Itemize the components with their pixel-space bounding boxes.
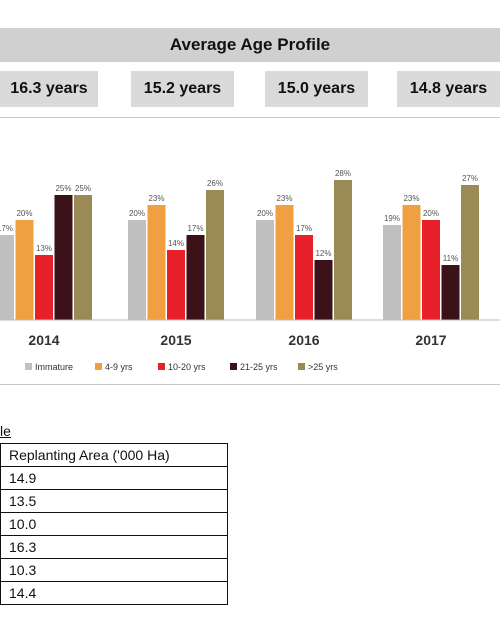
table-caption: le bbox=[0, 423, 11, 439]
table-cell: 10.3 bbox=[0, 558, 228, 582]
bar-value-label: 23% bbox=[148, 194, 164, 203]
bar-value-label: 20% bbox=[129, 209, 145, 218]
legend-entry-label: 21-25 yrs bbox=[240, 362, 278, 372]
bar-value-label: 28% bbox=[335, 169, 351, 178]
age-profile-bar-chart: 17%20%13%25%25%20%23%14%17%26%20%23%17%1… bbox=[0, 169, 500, 372]
age-box-2014: 16.3 years bbox=[0, 71, 98, 107]
bar-2017-immature bbox=[383, 225, 401, 320]
bar-value-label: 13% bbox=[36, 244, 52, 253]
legend-entry-label: >25 yrs bbox=[308, 362, 338, 372]
x-tick-label-2015: 2015 bbox=[160, 332, 191, 348]
legend-swatch bbox=[158, 363, 165, 370]
bar-2015-4-9-yrs bbox=[147, 205, 166, 320]
bar-2017-4-9-yrs bbox=[402, 205, 421, 320]
bar-2016-10-20-yrs bbox=[295, 235, 313, 320]
bar-2017-21-25-yrs bbox=[441, 265, 460, 320]
legend-entry-label: 10-20 yrs bbox=[168, 362, 206, 372]
table-row: 16.3 bbox=[0, 535, 228, 559]
x-tick-label-2016: 2016 bbox=[288, 332, 319, 348]
bar-value-label: 20% bbox=[423, 209, 439, 218]
bar-2014-4-9-yrs bbox=[15, 220, 34, 320]
bar-value-label: 25% bbox=[75, 184, 91, 193]
table-row: Replanting Area ('000 Ha) bbox=[0, 443, 228, 467]
replanting-area-table: Replanting Area ('000 Ha) 14.9 13.5 10.0… bbox=[0, 443, 228, 605]
table-row: 10.0 bbox=[0, 512, 228, 536]
bar-2014-10-20-yrs bbox=[35, 255, 53, 320]
bar-value-label: 14% bbox=[168, 239, 184, 248]
bar-2015-10-20-yrs bbox=[167, 250, 185, 320]
x-tick-labels: 2014 2015 2016 2017 bbox=[28, 332, 446, 348]
legend-swatch bbox=[230, 363, 237, 370]
bar-value-label: 27% bbox=[462, 174, 478, 183]
bar-value-label: 20% bbox=[257, 209, 273, 218]
bar-2017--25-yrs bbox=[461, 185, 479, 320]
age-box-2016: 15.0 years bbox=[265, 71, 368, 107]
section-divider bbox=[0, 117, 500, 118]
table-row: 13.5 bbox=[0, 489, 228, 513]
bar-value-label: 19% bbox=[384, 214, 400, 223]
x-tick-label-2017: 2017 bbox=[415, 332, 446, 348]
bar-value-label: 11% bbox=[443, 254, 458, 263]
age-box-2017: 14.8 years bbox=[397, 71, 500, 107]
bar-marks bbox=[0, 180, 479, 320]
table-header-cell: Replanting Area ('000 Ha) bbox=[0, 443, 228, 467]
bar-2014--25-yrs bbox=[74, 195, 92, 320]
legend-swatch bbox=[298, 363, 305, 370]
bar-2016--25-yrs bbox=[334, 180, 352, 320]
bar-value-labels: 17%20%13%25%25%20%23%14%17%26%20%23%17%1… bbox=[0, 169, 478, 263]
table-row: 14.9 bbox=[0, 466, 228, 490]
bar-value-label: 25% bbox=[55, 184, 71, 193]
bar-2015--25-yrs bbox=[206, 190, 224, 320]
bar-value-label: 23% bbox=[276, 194, 292, 203]
legend-entry-label: Immature bbox=[35, 362, 73, 372]
bar-value-label: 20% bbox=[16, 209, 32, 218]
age-box-2015: 15.2 years bbox=[131, 71, 234, 107]
legend-swatch bbox=[25, 363, 32, 370]
bar-value-label: 17% bbox=[187, 224, 203, 233]
bar-2014-immature bbox=[0, 235, 14, 320]
chart-bottom-divider bbox=[0, 384, 500, 385]
legend-entry-label: 4-9 yrs bbox=[105, 362, 133, 372]
bar-2015-immature bbox=[128, 220, 146, 320]
bar-2016-4-9-yrs bbox=[275, 205, 294, 320]
table-row: 14.4 bbox=[0, 581, 228, 605]
bar-value-label: 17% bbox=[296, 224, 312, 233]
legend-swatch bbox=[95, 363, 102, 370]
table-cell: 13.5 bbox=[0, 489, 228, 513]
bar-value-label: 23% bbox=[403, 194, 419, 203]
bar-2016-21-25-yrs bbox=[314, 260, 333, 320]
bar-2014-21-25-yrs bbox=[54, 195, 73, 320]
bar-value-label: 26% bbox=[207, 179, 223, 188]
table-cell: 14.9 bbox=[0, 466, 228, 490]
chart-legend: Immature 4-9 yrs 10-20 yrs 21-25 yrs >25 yrs bbox=[25, 362, 338, 372]
bar-value-label: 12% bbox=[315, 249, 331, 258]
table-cell: 10.0 bbox=[0, 512, 228, 536]
bar-value-label: 17% bbox=[0, 224, 13, 233]
table-cell: 14.4 bbox=[0, 581, 228, 605]
average-age-profile-banner: Average Age Profile bbox=[0, 28, 500, 62]
bar-2015-21-25-yrs bbox=[186, 235, 205, 320]
bar-2017-10-20-yrs bbox=[422, 220, 440, 320]
bar-2016-immature bbox=[256, 220, 274, 320]
table-cell: 16.3 bbox=[0, 535, 228, 559]
table-row: 10.3 bbox=[0, 558, 228, 582]
x-tick-label-2014: 2014 bbox=[28, 332, 59, 348]
